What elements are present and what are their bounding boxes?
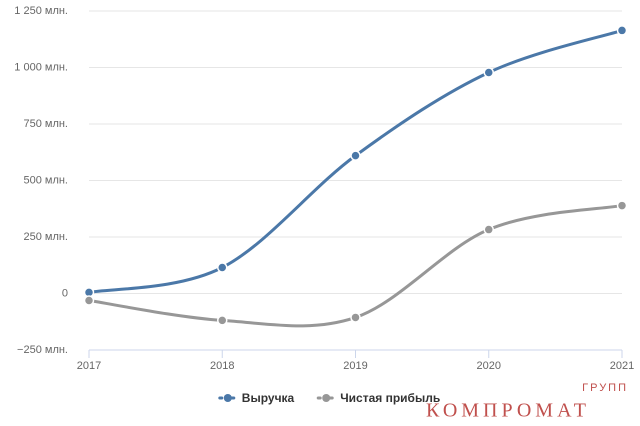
x-tick-label: 2018	[210, 360, 234, 372]
y-tick-label: 500 млн.	[23, 174, 68, 186]
x-tick-label: 2019	[343, 360, 367, 372]
legend-symbol	[223, 394, 232, 402]
point	[616, 25, 628, 36]
y-tick-label: 1 250 млн.	[14, 5, 68, 17]
legend-item[interactable]: Чистая прибыль	[316, 391, 440, 405]
point	[616, 200, 628, 211]
point	[350, 150, 361, 161]
series-line	[88, 29, 623, 294]
watermark-sub: ГРУПП	[582, 382, 628, 394]
series-line	[88, 204, 623, 328]
y-tick-label: 0	[62, 287, 68, 299]
x-tick-label: 2017	[77, 360, 101, 372]
x-tick-label: 2021	[610, 360, 634, 372]
legend-symbol	[322, 394, 331, 402]
y-tick-label: 1 000 млн.	[14, 61, 68, 73]
watermark: КОМПРОМАТ	[426, 400, 590, 422]
point	[83, 295, 95, 306]
legend-item[interactable]: Выручка	[218, 391, 295, 405]
point	[483, 224, 494, 235]
x-tick-label: 2020	[477, 360, 501, 372]
point	[483, 67, 494, 78]
legend: Выручка Чистая прибыль	[218, 391, 440, 405]
point	[350, 312, 361, 323]
point	[217, 262, 228, 273]
y-tick-label: −250 млн.	[17, 344, 68, 356]
legend-label: Чистая прибыль	[340, 391, 440, 405]
legend-label: Выручка	[242, 391, 295, 405]
y-tick-label: 750 млн.	[23, 118, 68, 130]
point	[217, 315, 228, 326]
y-tick-label: 250 млн.	[23, 231, 68, 243]
